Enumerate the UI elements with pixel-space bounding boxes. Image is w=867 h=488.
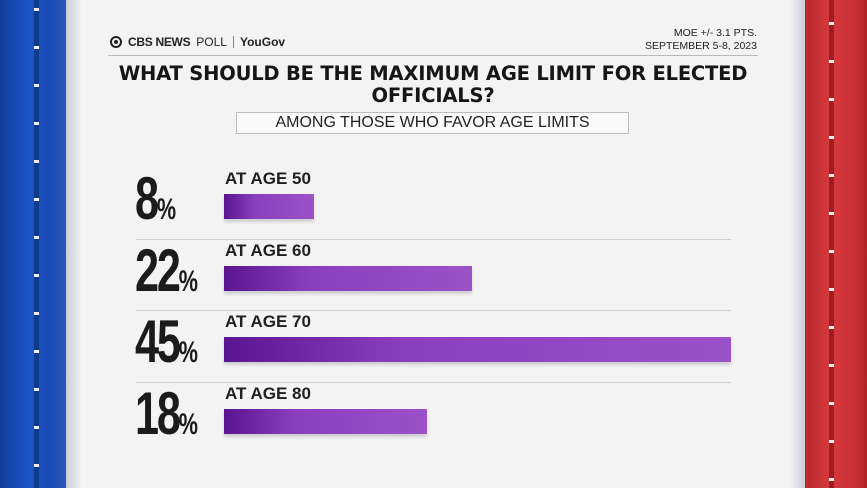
stripe-tick <box>829 250 834 253</box>
poll-panel <box>82 0 789 488</box>
row-divider <box>136 238 731 240</box>
stripe-tick <box>34 426 39 429</box>
stripe-tick <box>829 364 834 367</box>
brand-partner: YouGov <box>239 35 286 49</box>
poll-meta: MOE +/- 3.1 PTS. SEPTEMBER 5-8, 2023 <box>645 27 757 53</box>
cbs-eye-icon <box>110 36 122 48</box>
value-number: 8 <box>135 165 159 232</box>
stripe-tick <box>829 402 834 405</box>
value-unit: % <box>178 264 198 298</box>
brand-divider <box>232 36 234 48</box>
stripe-tick <box>829 22 834 25</box>
bar <box>224 265 472 291</box>
left-frame-edge <box>66 0 82 488</box>
stripe-tick <box>34 46 39 49</box>
row-divider <box>136 381 731 383</box>
chart-title: WHAT SHOULD BE THE MAXIMUM AGE LIMIT FOR… <box>118 62 748 107</box>
value-label: 18% <box>135 383 198 444</box>
category-label: AT AGE 70 <box>225 312 311 331</box>
stripe-tick <box>829 174 834 177</box>
poll-dates: SEPTEMBER 5-8, 2023 <box>644 40 757 52</box>
value-unit: % <box>178 336 198 369</box>
stripe-tick <box>34 84 39 87</box>
stripe-tick <box>34 198 39 201</box>
brand-poll: POLL <box>196 35 227 49</box>
value-number: 18 <box>135 379 181 447</box>
stripe-tick <box>34 122 39 125</box>
value-unit: % <box>156 193 177 226</box>
brand-logo: CBS NEWS POLL YouGov <box>110 35 285 49</box>
margin-of-error: MOE +/- 3.1 PTS. <box>673 27 757 39</box>
header-divider <box>108 55 758 56</box>
right-red-stripe <box>805 0 867 488</box>
value-unit: % <box>178 407 198 441</box>
value-number: 22 <box>135 236 181 304</box>
stripe-tick <box>34 8 39 11</box>
stripe-tick <box>829 60 834 63</box>
value-label: 8% <box>135 169 176 229</box>
bar <box>224 337 731 362</box>
brand-cbs: CBS NEWS <box>128 35 191 49</box>
bar <box>224 408 427 434</box>
left-blue-stripe <box>0 0 66 488</box>
stripe-tick <box>34 236 39 239</box>
category-label: AT AGE 50 <box>225 169 311 188</box>
category-label: AT AGE 80 <box>225 383 311 403</box>
category-label: AT AGE 60 <box>225 240 311 260</box>
stripe-tick <box>34 160 39 163</box>
value-number: 45 <box>135 308 181 375</box>
stripe-tick <box>829 98 834 101</box>
stripe-tick <box>829 478 834 481</box>
stripe-tick <box>829 212 834 215</box>
stripe-tick <box>34 464 39 467</box>
stripe-tick <box>34 350 39 353</box>
stripe-tick <box>34 312 39 315</box>
right-frame-edge <box>789 0 805 488</box>
stripe-tick <box>829 136 834 139</box>
stripe-tick <box>829 288 834 291</box>
stripe-tick <box>34 388 39 391</box>
chart-subtitle: AMONG THOSE WHO FAVOR AGE LIMITS <box>236 112 629 134</box>
bar <box>224 194 314 219</box>
stripe-tick <box>829 440 834 443</box>
value-label: 45% <box>135 312 198 372</box>
value-label: 22% <box>135 240 198 301</box>
stripe-tick <box>829 326 834 329</box>
stripe-tick <box>34 274 39 277</box>
row-divider <box>136 310 731 311</box>
